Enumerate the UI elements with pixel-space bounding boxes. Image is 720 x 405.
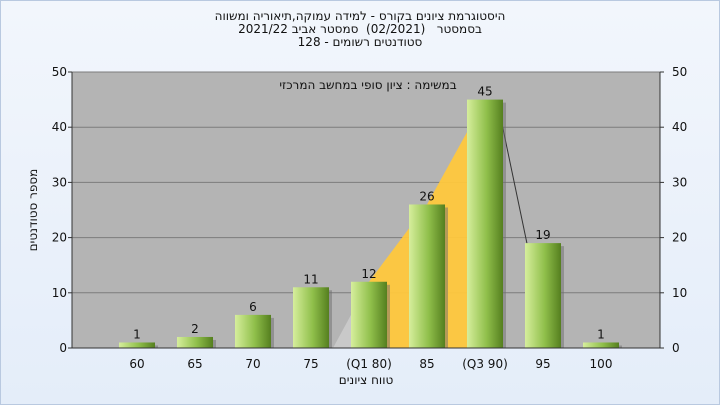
- data-label: 6: [249, 300, 257, 314]
- y-tick-label-right: 50: [672, 65, 687, 79]
- y-tick-label-right: 40: [672, 120, 687, 134]
- x-tick-label: 85: [419, 357, 434, 371]
- x-tick-label: 95: [535, 357, 550, 371]
- chart-annotation: במשימה : ציון סופי במחשב המרכזי: [279, 78, 456, 92]
- bar: [293, 287, 329, 348]
- x-tick-label: 60: [129, 357, 144, 371]
- data-label: 1: [133, 327, 141, 341]
- y-tick-label-left: 40: [52, 120, 67, 134]
- x-tick-label: 75: [303, 357, 318, 371]
- bar: [119, 342, 155, 348]
- bar: [525, 243, 561, 348]
- y-tick-label-left: 20: [52, 231, 67, 245]
- data-label: 26: [419, 189, 434, 203]
- data-label: 11: [303, 272, 318, 286]
- bar: [583, 342, 619, 348]
- x-tick-label: 70: [245, 357, 260, 371]
- y-tick-label-right: 10: [672, 286, 687, 300]
- x-tick-label: 100: [590, 357, 613, 371]
- data-label: 12: [361, 267, 376, 281]
- x-tick-label: (Q1 80): [346, 357, 392, 371]
- chart-title-line-3: סטודנטים רשומים - 128: [297, 35, 423, 49]
- y-tick-label-left: 0: [59, 341, 67, 355]
- x-tick-label: 65: [187, 357, 202, 371]
- bar: [235, 314, 271, 348]
- bar: [177, 336, 213, 348]
- y-tick-label-right: 30: [672, 175, 687, 189]
- bar: [351, 281, 387, 348]
- x-axis-label: טווח ציונים: [339, 373, 394, 387]
- bar: [409, 204, 445, 348]
- y-tick-label-left: 10: [52, 286, 67, 300]
- bar: [467, 99, 503, 348]
- data-label: 2: [191, 322, 199, 336]
- chart-title-line-1: היסטוגרמת ציונים בקורס - למידה עמוקה,תיא…: [214, 9, 506, 23]
- chart-title-line-2: בסמסטר (02/2021) סמסטר אביב 2021/22: [238, 22, 482, 36]
- data-label: 19: [535, 228, 550, 242]
- y-axis-label: מספר סטודנטים: [26, 169, 40, 252]
- data-label: 45: [477, 85, 492, 99]
- y-tick-label-left: 50: [52, 65, 67, 79]
- y-tick-label-right: 0: [672, 341, 680, 355]
- data-label: 1: [597, 327, 605, 341]
- y-tick-label-right: 20: [672, 231, 687, 245]
- x-tick-label: (Q3 90): [462, 357, 508, 371]
- y-tick-label-left: 30: [52, 175, 67, 189]
